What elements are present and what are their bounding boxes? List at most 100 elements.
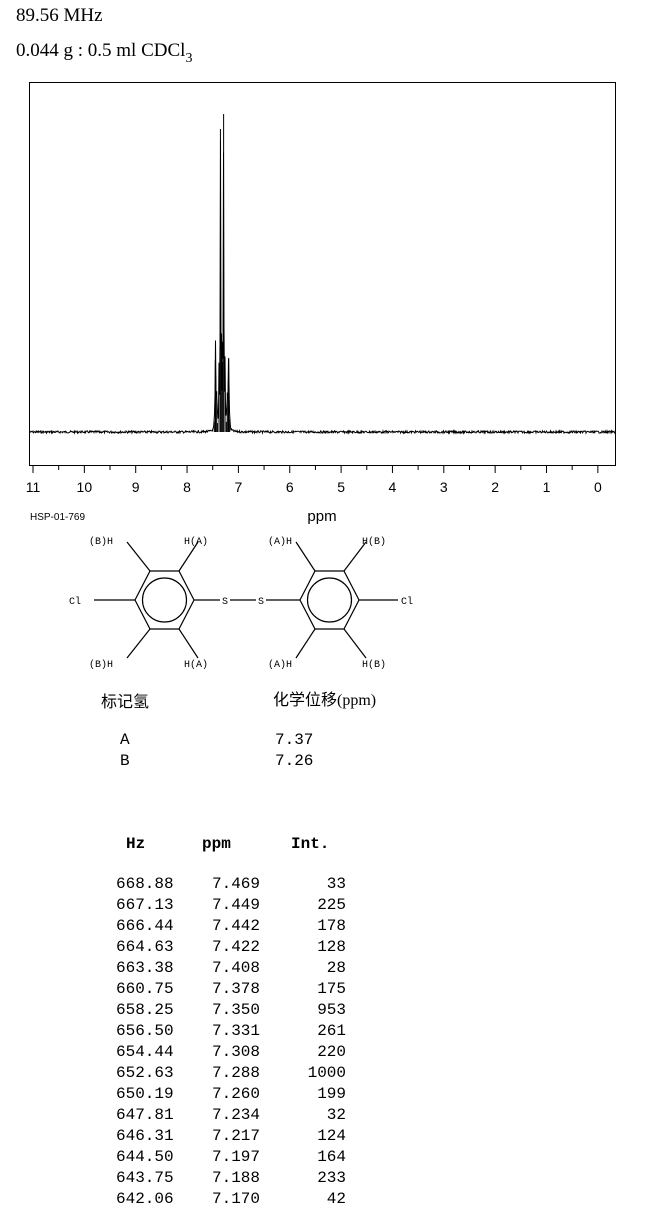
peak-table-hz: 644.50	[116, 1148, 174, 1166]
sample-concentration: 0.044 g : 0.5 ml CDCl3	[16, 40, 192, 66]
label-s2: S	[258, 597, 264, 608]
peak-table-ppm: 7.442	[212, 917, 261, 935]
x-tick-label: 2	[491, 479, 499, 495]
peak-table-int: 225	[317, 896, 346, 914]
peak-table-hz: 654.44	[116, 1043, 174, 1061]
peak-table-ppm: 7.308	[212, 1043, 261, 1061]
bond-ha-br	[178, 628, 199, 659]
peak-table-ppm: 7.408	[212, 959, 261, 977]
peak-sticks	[213, 114, 231, 432]
x-tick-label: 7	[235, 479, 243, 495]
peak-table-header-ppm: ppm	[202, 835, 231, 853]
x-tick-label: 11	[26, 479, 41, 495]
label-hb-bottom-left: (B)H	[89, 659, 113, 671]
peak-table-int: 32	[326, 1106, 346, 1124]
bond-ha-bl2	[295, 628, 316, 659]
bond-hb-tr2	[343, 541, 367, 572]
peak-table-int: 33	[326, 875, 346, 893]
assignment-label-b: B	[120, 752, 130, 770]
label-hb-top-left: (B)H	[89, 536, 113, 548]
x-axis: 11 10 9 8 7 6 5 4 3 2 1 0	[26, 466, 602, 495]
label-hb-bottom-right-2: H(B)	[362, 659, 386, 671]
assignment-label-a: A	[120, 731, 130, 749]
peak-table-ppm: 7.449	[212, 896, 261, 914]
peak-table-ppm: 7.331	[212, 1022, 261, 1040]
peak-table-hz: 664.63	[116, 938, 174, 956]
peak-table-ppm: 7.422	[212, 938, 261, 956]
peak-table-hz: 660.75	[116, 980, 174, 998]
peak-table-ppm: 7.469	[212, 875, 261, 893]
spectrum-code: HSP-01-769	[30, 512, 86, 523]
peak-table-hz: 647.81	[116, 1106, 174, 1124]
peak-table-hz: 663.38	[116, 959, 174, 977]
label-ha-top-left-2: (A)H	[268, 536, 292, 548]
label-ha-bottom-right: H(A)	[184, 659, 208, 671]
spectrum-trace	[29, 139, 616, 435]
x-tick-label: 9	[132, 479, 140, 495]
label-hb-top-right-2: H(B)	[362, 536, 386, 548]
nmr-spectrum-chart: 11 10 9 8 7 6 5 4 3 2 1 0 ppm	[26, 82, 616, 525]
peak-table-ppm: 7.350	[212, 1001, 261, 1019]
aromatic-circle-left	[141, 577, 188, 623]
peak-table-ppm: 7.260	[212, 1085, 261, 1103]
peak-table-int: 261	[317, 1022, 346, 1040]
peak-table-hz: 658.25	[116, 1001, 174, 1019]
peak-table-ppm: 7.378	[212, 980, 261, 998]
peak-table-int: 953	[317, 1001, 346, 1019]
bond-hb-bl	[126, 628, 151, 659]
peak-table-hz: 643.75	[116, 1169, 174, 1187]
aromatic-circle-right	[306, 577, 353, 623]
sample-text: 0.044 g : 0.5 ml CDCl	[16, 40, 186, 61]
peak-table-int: 124	[317, 1127, 346, 1145]
peak-table-hz: 650.19	[116, 1085, 174, 1103]
peak-table-header-int: Int.	[291, 835, 330, 853]
x-tick-label: 5	[337, 479, 345, 495]
peak-table-int: 178	[317, 917, 346, 935]
peak-table-int: 42	[326, 1190, 346, 1208]
bond-hb-br2	[343, 628, 367, 659]
assignment-shift-a: 7.37	[275, 731, 314, 749]
label-s1: S	[222, 597, 228, 608]
peak-table-ppm: 7.288	[212, 1064, 261, 1082]
peak-table-hz: 652.63	[116, 1064, 174, 1082]
peak-table-int: 28	[326, 959, 346, 977]
peak-table-hz: 646.31	[116, 1127, 174, 1145]
label-cl-left: Cl	[69, 596, 81, 608]
x-tick-label: 1	[543, 479, 551, 495]
x-tick-label: 3	[440, 479, 448, 495]
x-tick-label: 8	[183, 479, 191, 495]
peak-table-int: 199	[317, 1085, 346, 1103]
peak-table-int: 220	[317, 1043, 346, 1061]
peak-table-hz: 642.06	[116, 1190, 174, 1208]
peak-table-ppm: 7.217	[212, 1127, 261, 1145]
peak-table-ppm: 7.188	[212, 1169, 261, 1187]
peak-table-hz: 668.88	[116, 875, 174, 893]
bond-hb-tl	[126, 541, 151, 572]
peak-table-hz: 667.13	[116, 896, 174, 914]
peak-table-ppm: 7.197	[212, 1148, 261, 1166]
peak-table-int: 128	[317, 938, 346, 956]
peak-table-ppm: 7.170	[212, 1190, 261, 1208]
benzene-ring-left	[134, 570, 195, 630]
label-cl-right: Cl	[401, 596, 413, 608]
plot-frame	[29, 82, 616, 466]
molecular-structure: (B)H H(A) (A)H H(B) (B)H H(A) (A)H H(B) …	[69, 536, 413, 671]
benzene-ring-right	[299, 570, 360, 630]
sample-subscript: 3	[185, 51, 193, 66]
bond-ha-tr	[178, 541, 199, 572]
peak-table-int: 233	[317, 1169, 346, 1187]
peak-table-int: 164	[317, 1148, 346, 1166]
peak-table-hz: 656.50	[116, 1022, 174, 1040]
spectrometer-frequency: 89.56 MHz	[16, 5, 103, 26]
x-tick-label: 10	[77, 479, 93, 495]
x-tick-label: 6	[286, 479, 294, 495]
bond-ha-tl2	[295, 541, 316, 572]
peak-table-int: 1000	[307, 1064, 346, 1082]
x-tick-label: 0	[594, 479, 602, 495]
label-ha-top-right: H(A)	[184, 536, 208, 548]
assignment-shift-b: 7.26	[275, 752, 314, 770]
peak-table-header-hz: Hz	[126, 835, 146, 853]
peak-table-int: 175	[317, 980, 346, 998]
peak-table-ppm: 7.234	[212, 1106, 261, 1124]
assignment-header-label: 标记氢	[101, 694, 150, 711]
